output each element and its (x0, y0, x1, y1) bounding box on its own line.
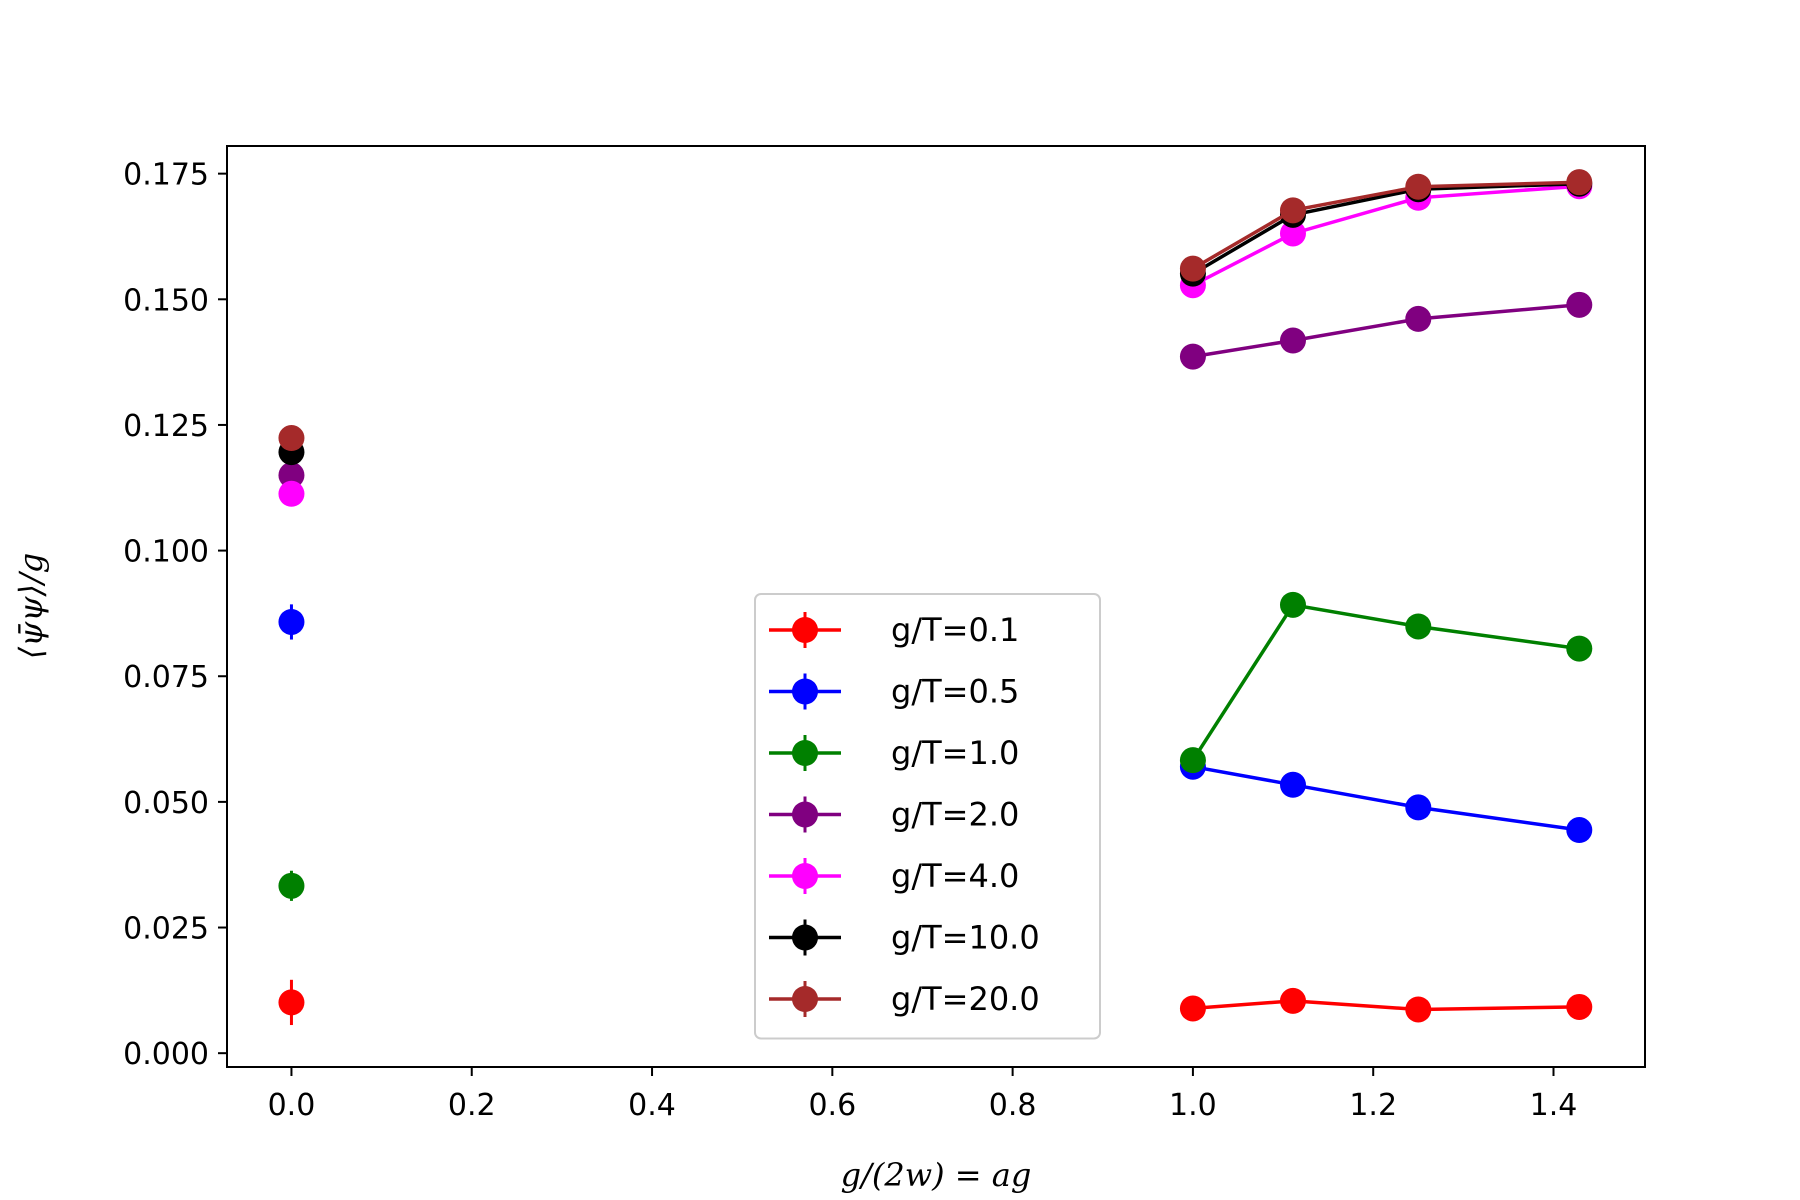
legend-label: g/T=0.5 (891, 673, 1019, 711)
data-point (1566, 817, 1593, 844)
series-layer (278, 169, 1593, 1026)
x-tick-label: 0.0 (268, 1088, 316, 1123)
legend-label: g/T=1.0 (891, 734, 1019, 772)
x-tick-label: 0.2 (448, 1088, 496, 1123)
series-line (1191, 602, 1580, 762)
legend-label: g/T=2.0 (891, 796, 1019, 834)
data-point (1566, 291, 1593, 318)
x-tick-label: 0.4 (628, 1088, 676, 1123)
legend-label: g/T=20.0 (891, 980, 1040, 1018)
data-point (1405, 173, 1432, 200)
legend-item: g/T=1.0 (769, 734, 1019, 772)
legend-label: g/T=0.1 (891, 611, 1019, 649)
data-point (278, 425, 305, 452)
legend-marker (792, 678, 818, 705)
data-point (1179, 343, 1206, 370)
legend-marker (792, 617, 818, 643)
series-g/T=0.1 (278, 979, 1593, 1026)
data-point (1279, 987, 1306, 1014)
data-point (278, 480, 305, 507)
data-point (278, 462, 305, 489)
legend-marker (792, 740, 818, 766)
series-g/T=10.0 (278, 170, 1593, 466)
data-point (1566, 169, 1593, 196)
series-g/T=1.0 (278, 591, 1593, 901)
y-axis-label: ⟨ψ̄ψ⟩/g (12, 553, 50, 659)
legend-label: g/T=4.0 (891, 857, 1019, 895)
y-tick-label: 0.175 (123, 158, 209, 193)
data-point (1179, 747, 1206, 774)
data-point (1279, 220, 1306, 247)
y-tick-label: 0.100 (123, 535, 209, 570)
y-tick-label: 0.125 (123, 409, 209, 444)
legend-label: g/T=10.0 (891, 919, 1040, 957)
legend-marker (792, 986, 818, 1012)
data-point (1279, 197, 1306, 224)
legend-item: g/T=2.0 (769, 796, 1019, 834)
data-point (1405, 305, 1432, 332)
legend-item: g/T=10.0 (769, 919, 1040, 957)
data-point (1405, 794, 1432, 821)
series-g/T=2.0 (278, 291, 1593, 489)
y-tick-label: 0.075 (123, 660, 209, 695)
series-line (1192, 303, 1580, 359)
legend-marker (792, 924, 818, 951)
x-axis: 0.0 0.2 0.4 0.6 0.8 1.0 1.2 1.4 (268, 1067, 1578, 1123)
x-tick-label: 1.2 (1349, 1088, 1397, 1123)
y-tick-label: 0.050 (123, 786, 209, 821)
data-point (278, 989, 305, 1016)
series-g/T=4.0 (278, 173, 1593, 507)
legend-item: g/T=4.0 (769, 857, 1019, 895)
data-point (1279, 591, 1306, 618)
data-point (1566, 993, 1593, 1020)
y-tick-label: 0.000 (123, 1037, 209, 1072)
series-g/T=20.0 (278, 169, 1593, 452)
series-g/T=0.5 (278, 604, 1593, 844)
series-line (1192, 184, 1580, 287)
data-point (1405, 996, 1432, 1023)
series-line (1192, 764, 1580, 832)
legend-marker (792, 801, 818, 828)
x-tick-label: 0.8 (989, 1088, 1037, 1123)
y-tick-label: 0.025 (123, 912, 209, 947)
legend-marker (792, 863, 818, 889)
series-line (1192, 180, 1580, 271)
legend-item: g/T=0.5 (769, 673, 1019, 711)
y-axis: 0.000 0.025 0.050 0.075 0.100 0.125 0.150 0.175 (123, 158, 227, 1072)
data-point (1179, 995, 1206, 1022)
data-point (1179, 255, 1206, 282)
data-point (1279, 327, 1306, 354)
series-line (1192, 999, 1580, 1012)
legend: g/T=0.1 g/T=0.5 g/T=1.0 g/T=2.0 g/T=4.0 g/T=1… (754, 593, 1101, 1040)
legend-item: g/T=20.0 (769, 980, 1040, 1018)
y-tick-label: 0.150 (123, 283, 209, 318)
data-point (1566, 635, 1593, 662)
data-point (278, 872, 305, 899)
x-tick-label: 0.6 (808, 1088, 856, 1123)
data-point (1279, 771, 1306, 798)
legend-box (754, 593, 1101, 1040)
plot-frame (226, 145, 1646, 1068)
series-line (1192, 181, 1580, 276)
data-point (278, 608, 305, 635)
x-tick-label: 1.4 (1530, 1088, 1578, 1123)
x-axis-label: g/(2w) = ag (841, 1156, 1032, 1194)
data-point (1405, 613, 1432, 640)
x-tick-label: 1.0 (1169, 1088, 1217, 1123)
legend-item: g/T=0.1 (769, 611, 1019, 649)
